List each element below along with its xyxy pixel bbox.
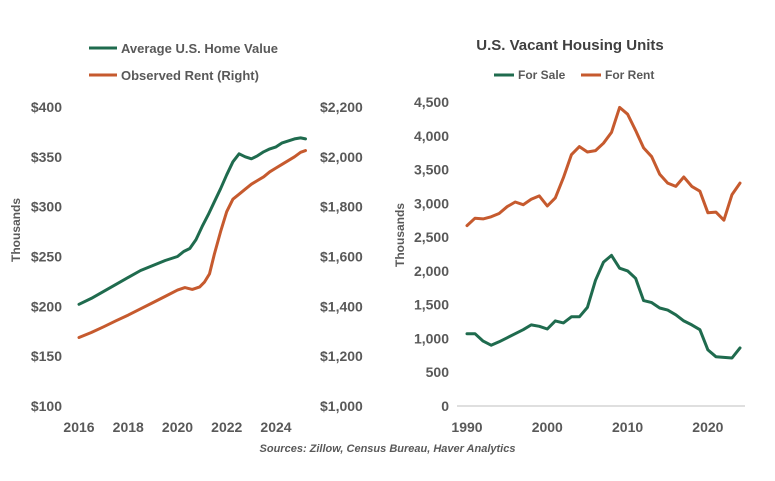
right-y-tick-label: 4,500 (414, 94, 449, 110)
left-y-tick-label: $300 (31, 199, 62, 215)
legend-label-for-rent: For Rent (605, 68, 654, 82)
left-y-right-tick-label: $2,200 (320, 99, 363, 115)
series-line-for-sale (465, 253, 742, 360)
right-chart-legend: For Sale For Rent (494, 68, 654, 82)
left-y-right-tick-label: $1,600 (320, 249, 363, 265)
left-y-tick-label: $250 (31, 249, 62, 265)
left-y-tick-label: $150 (31, 348, 62, 364)
right-y-tick-label: 500 (426, 364, 450, 380)
right-y-tick-label: 1,500 (414, 297, 449, 313)
right-chart-title: U.S. Vacant Housing Units (476, 37, 664, 54)
right-chart-x-ticks: 1990 2000 2010 2020 (451, 419, 723, 435)
left-y-tick-label: $400 (31, 99, 62, 115)
right-y-tick-label: 0 (441, 398, 449, 414)
left-y-tick-label: $350 (31, 149, 62, 165)
right-chart: U.S. Vacant Housing Units For Sale For R… (393, 37, 745, 435)
right-y-tick-label: 1,000 (414, 330, 449, 346)
left-y-tick-label: $200 (31, 298, 62, 314)
left-x-tick-label: 2022 (211, 419, 242, 435)
right-y-tick-label: 3,500 (414, 162, 449, 178)
left-y-right-tick-label: $2,000 (320, 149, 363, 165)
right-chart-y-ticks: 0 500 1,000 1,500 2,000 2,500 3,000 3,500 4,000 4… (414, 94, 449, 414)
right-chart-ylabel: Thousands (393, 203, 407, 267)
source-note: Sources: Zillow, Census Bureau, Haver An… (259, 443, 516, 455)
right-x-tick-label: 1990 (451, 419, 482, 435)
right-chart-series (465, 105, 742, 360)
left-y-tick-label: $100 (31, 398, 62, 414)
left-y-right-tick-label: $1,200 (320, 348, 363, 364)
right-y-tick-label: 2,500 (414, 229, 449, 245)
left-y-right-tick-label: $1,400 (320, 298, 363, 314)
charts-canvas: Average U.S. Home Value Observed Rent (R… (9, 37, 745, 435)
left-y-right-tick-label: $1,000 (320, 398, 363, 414)
right-y-tick-label: 3,000 (414, 195, 449, 211)
left-chart-x-ticks: 2016 2018 2020 2022 2024 (63, 419, 291, 435)
left-chart: Average U.S. Home Value Observed Rent (R… (9, 41, 363, 435)
left-chart-series (77, 136, 307, 339)
legend-label-rent: Observed Rent (Right) (121, 68, 259, 83)
right-x-tick-label: 2000 (532, 419, 563, 435)
left-chart-ylabel: Thousands (9, 198, 23, 262)
legend-label-for-sale: For Sale (518, 68, 566, 82)
series-line-for-rent (465, 105, 742, 228)
left-chart-y-ticks: $100 $150 $200 $250 $300 $350 $400 (31, 99, 62, 414)
right-x-tick-label: 2010 (612, 419, 643, 435)
left-x-tick-label: 2024 (260, 419, 291, 435)
series-line-home-value (77, 136, 307, 306)
series-line-rent (77, 149, 307, 339)
right-y-tick-label: 4,000 (414, 128, 449, 144)
left-y-right-tick-label: $1,800 (320, 199, 363, 215)
right-y-tick-label: 2,000 (414, 263, 449, 279)
left-x-tick-label: 2018 (113, 419, 144, 435)
right-x-tick-label: 2020 (692, 419, 723, 435)
left-x-tick-label: 2020 (162, 419, 193, 435)
legend-label-home-value: Average U.S. Home Value (121, 41, 278, 56)
left-x-tick-label: 2016 (63, 419, 94, 435)
left-chart-legend: Average U.S. Home Value Observed Rent (R… (89, 41, 278, 83)
left-chart-y-right-ticks: $1,000 $1,200 $1,400 $1,600 $1,800 $2,000 $2,2… (320, 99, 363, 414)
